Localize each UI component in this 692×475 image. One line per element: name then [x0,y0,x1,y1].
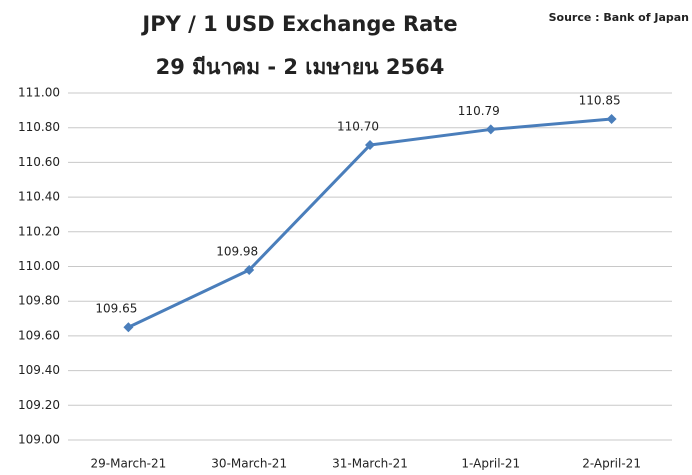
y-tick-label: 111.00 [18,86,60,100]
y-tick-label: 109.00 [18,433,60,447]
y-tick-label: 109.20 [18,398,60,412]
y-tick-label: 110.60 [18,155,60,169]
data-label: 109.98 [216,244,258,258]
chart-title: JPY / 1 USD Exchange Rate [140,12,457,36]
y-tick-label: 109.40 [18,363,60,377]
series-line [127,117,612,329]
y-tick-label: 110.80 [18,120,60,134]
y-tick-label: 110.00 [18,259,60,273]
data-label: 110.79 [458,104,500,118]
y-tick-label: 109.80 [18,294,60,308]
y-tick-label: 110.40 [18,190,60,204]
x-tick-label: 31-March-21 [332,457,408,471]
data-point [244,264,255,275]
data-point [365,140,375,151]
x-tick-label: 30-March-21 [211,457,287,471]
x-tick-label: 2-April-21 [582,457,641,471]
y-tick-label: 109.60 [18,328,60,342]
source-note: Source : Bank of Japan [549,11,689,24]
data-point [606,114,617,125]
data-label: 110.70 [337,120,379,134]
y-tick-label: 110.20 [18,224,60,238]
chart-subtitle: 29 มีนาคม - 2 เมษายน 2564 [156,55,445,79]
data-point [123,322,134,333]
data-point [485,124,496,135]
data-label: 110.85 [579,94,621,108]
x-tick-label: 29-March-21 [91,457,167,471]
x-tick-label: 1-April-21 [461,457,520,471]
data-label: 109.65 [95,302,137,316]
